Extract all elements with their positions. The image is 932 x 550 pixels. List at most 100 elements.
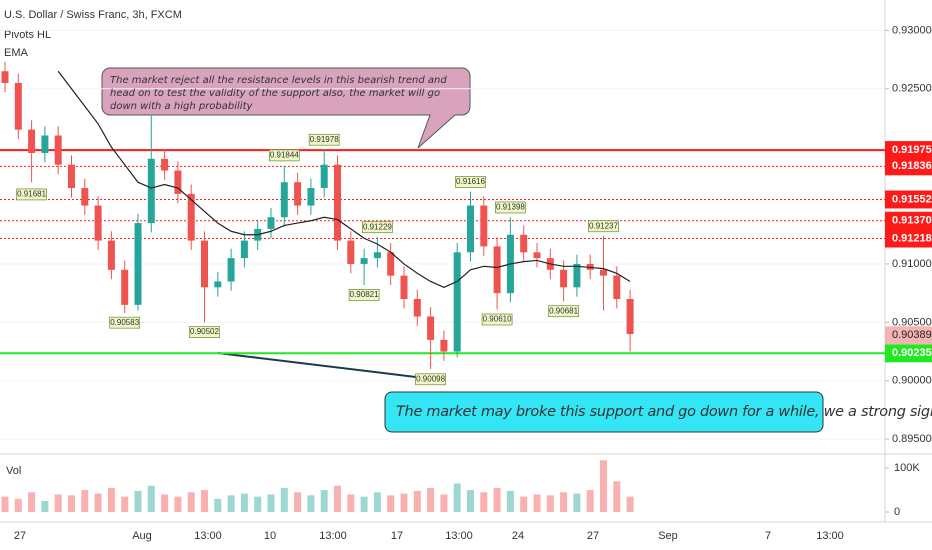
pivot-tag — [362, 221, 393, 234]
y-tick-label: 0.90500 — [892, 316, 932, 328]
volume-bar — [147, 485, 155, 512]
x-tick-label: 13:00 — [816, 530, 844, 542]
x-tick-label: 24 — [512, 530, 524, 542]
candle-body — [387, 252, 395, 276]
candle-body — [147, 158, 155, 224]
ema-line — [57, 70, 631, 288]
candle-body — [613, 275, 621, 299]
candle-body — [347, 240, 355, 264]
x-tick-label: Sep — [658, 530, 678, 542]
pivot-label: 0.91237 — [589, 221, 618, 230]
candle-body — [533, 252, 541, 259]
volume-bar — [294, 492, 302, 512]
support-note: The market may broke this support and go… — [396, 404, 932, 420]
pivot-label: 0.91681 — [17, 190, 46, 199]
pivot-tag — [481, 313, 513, 326]
volume-bar — [227, 495, 235, 512]
pivot-tag — [415, 373, 446, 386]
volume-tick-label: 0 — [894, 506, 900, 518]
pivot-label: 0.91844 — [270, 150, 299, 159]
candle-body — [174, 170, 182, 194]
candle-body — [28, 129, 36, 154]
candle-body — [121, 269, 129, 305]
last-price-label: 0.90389 — [892, 329, 932, 341]
price-level-tag — [885, 344, 932, 363]
volume-bar — [187, 492, 195, 512]
pivot-tag — [308, 133, 340, 146]
price-level-tag — [885, 157, 932, 176]
volume-bar — [360, 496, 368, 512]
volume-bar — [267, 494, 275, 512]
volume-bar — [387, 495, 395, 512]
volume-tick-label: 100K — [894, 462, 920, 474]
pivot-label: 0.91978 — [310, 135, 339, 144]
price-level-tag — [885, 229, 932, 248]
volume-bar — [467, 490, 474, 512]
pivot-label: 0.90610 — [483, 315, 512, 324]
volume-bar — [400, 493, 408, 512]
candle-body — [81, 188, 89, 206]
volume-bar — [560, 492, 568, 512]
pivot-tag — [495, 201, 526, 214]
pivot-label: 0.90502 — [190, 327, 219, 336]
volume-bar — [54, 494, 62, 512]
candle-body — [373, 252, 381, 259]
pivot-tag — [548, 305, 579, 318]
volume-bar — [94, 493, 102, 512]
candle-body — [427, 316, 435, 340]
candle-body — [626, 298, 634, 335]
last-price-tag — [885, 326, 932, 345]
pivot-label: 0.90821 — [350, 290, 379, 299]
x-tick-label: 13:00 — [445, 530, 473, 542]
pivot-tag — [588, 220, 619, 233]
pivot-tag — [348, 289, 380, 301]
price-level-label: 0.90235 — [892, 347, 932, 359]
volume-bar — [347, 494, 355, 512]
candle-body — [440, 339, 448, 352]
volume-bar — [506, 490, 514, 512]
price-level-label: 0.91218 — [892, 232, 932, 244]
pivot-tag — [455, 176, 486, 188]
volume-bar — [613, 481, 621, 512]
candle-body — [413, 298, 421, 317]
volume-bar — [280, 487, 288, 512]
pivot-tag — [109, 316, 141, 329]
volume-bar — [320, 490, 328, 512]
volume-bar — [453, 483, 461, 512]
volume-bar — [573, 493, 581, 512]
volume-bar — [413, 490, 421, 512]
candle-body — [14, 82, 22, 130]
y-tick-label: 0.93000 — [892, 24, 932, 36]
volume-bar — [41, 501, 49, 512]
volume-bar — [440, 494, 448, 512]
candle-body — [201, 240, 208, 288]
x-tick-label: 27 — [587, 530, 599, 542]
indicator-name: EMA — [4, 47, 29, 59]
volume-bar — [533, 494, 541, 512]
volume-bar — [240, 493, 248, 512]
candle-body — [214, 281, 222, 288]
volume-bar — [174, 496, 182, 512]
price-level-label: 0.91836 — [892, 160, 932, 172]
price-level-label: 0.91552 — [892, 193, 932, 205]
candle-body — [360, 258, 368, 264]
volume-title: Vol — [6, 465, 21, 477]
candle-body — [400, 275, 408, 299]
volume-bar — [121, 496, 129, 512]
candle-body — [467, 205, 474, 253]
x-tick-label: 10 — [264, 530, 276, 542]
volume-bar — [81, 490, 89, 512]
price-level-label: 0.91975 — [892, 144, 932, 156]
volume-bar — [307, 495, 315, 512]
indicator-name: Pivots HL — [4, 29, 51, 41]
candle-body — [307, 188, 315, 206]
volume-bar — [600, 460, 607, 512]
candle-body — [573, 263, 581, 288]
pivot-label: 0.90583 — [110, 318, 139, 327]
candle-body — [1, 71, 9, 83]
pivot-label: 0.90681 — [549, 306, 578, 315]
volume-bar — [586, 490, 594, 512]
pivot-tag — [189, 326, 220, 338]
x-tick-label: 17 — [391, 530, 403, 542]
